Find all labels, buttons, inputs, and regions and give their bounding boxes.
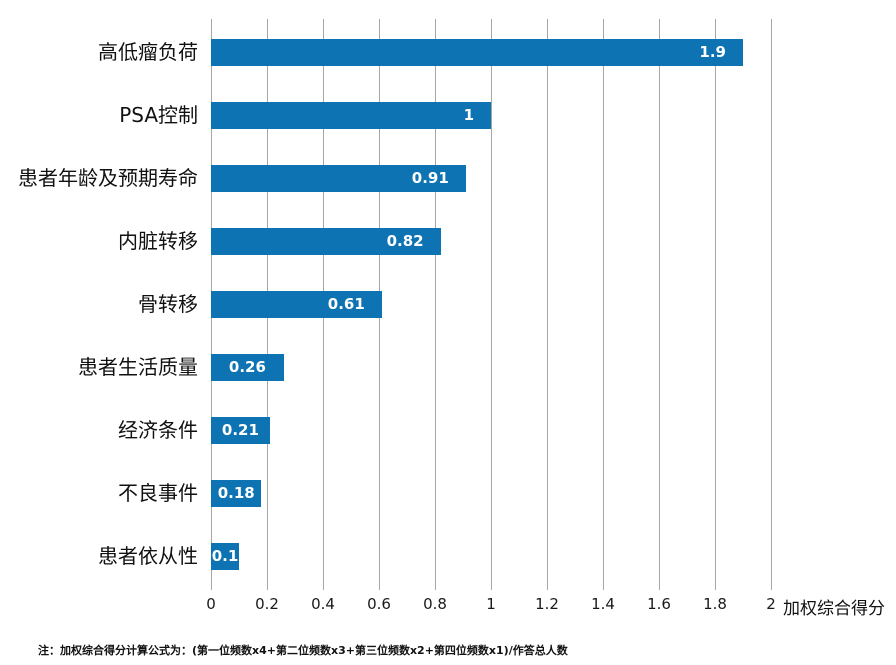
gridline xyxy=(435,19,436,590)
x-tick-label: 1.6 xyxy=(647,595,671,613)
gridline xyxy=(715,19,716,590)
x-tick-label: 1.8 xyxy=(703,595,727,613)
bar-value-label: 0.82 xyxy=(386,231,424,250)
category-label: 内脏转移 xyxy=(118,228,198,253)
x-tick-label: 0.2 xyxy=(255,595,279,613)
bar-value-label: 0.26 xyxy=(228,357,266,376)
x-tick-label: 1.4 xyxy=(591,595,615,613)
bar xyxy=(211,353,284,381)
bar-value-label: 0.1 xyxy=(211,546,239,565)
category-label: 高低瘤负荷 xyxy=(98,39,198,64)
x-tick-label: 0 xyxy=(206,595,216,613)
bar-value-label: 0.61 xyxy=(327,294,365,313)
category-label: 骨转移 xyxy=(138,291,198,316)
x-tick-label: 1 xyxy=(486,595,496,613)
category-label: 经济条件 xyxy=(118,417,198,442)
category-label: 不良事件 xyxy=(118,480,198,505)
bar xyxy=(211,542,239,570)
gridline xyxy=(659,19,660,590)
bar-value-label: 0.18 xyxy=(217,483,255,502)
category-label: PSA控制 xyxy=(119,102,198,127)
bar-value-label: 0.21 xyxy=(221,420,259,439)
gridline xyxy=(491,19,492,590)
x-tick-label: 1.2 xyxy=(535,595,559,613)
category-label: 患者依从性 xyxy=(98,543,198,568)
bar xyxy=(211,227,441,255)
footnote: 注：加权综合得分计算公式为：(第一位频数x4+第二位频数x3+第三位频数x2+第… xyxy=(38,644,568,657)
category-label: 患者生活质量 xyxy=(78,354,198,379)
bar-value-label: 1 xyxy=(463,105,474,124)
x-tick-label: 0.8 xyxy=(423,595,447,613)
bar xyxy=(211,38,743,66)
x-axis-label: 加权综合得分 xyxy=(783,599,885,619)
gridline xyxy=(771,19,772,590)
gridline xyxy=(547,19,548,590)
category-label: 患者年龄及预期寿命 xyxy=(18,165,198,190)
bar xyxy=(211,101,491,129)
bar xyxy=(211,479,262,507)
x-tick-label: 0.6 xyxy=(367,595,391,613)
bar xyxy=(211,164,466,192)
bar-value-label: 1.9 xyxy=(699,42,726,61)
x-tick-label: 2 xyxy=(766,595,776,613)
gridline xyxy=(603,19,604,590)
bar xyxy=(211,416,270,444)
bar-value-label: 0.91 xyxy=(411,168,449,187)
x-tick-label: 0.4 xyxy=(311,595,335,613)
bar xyxy=(211,290,382,318)
